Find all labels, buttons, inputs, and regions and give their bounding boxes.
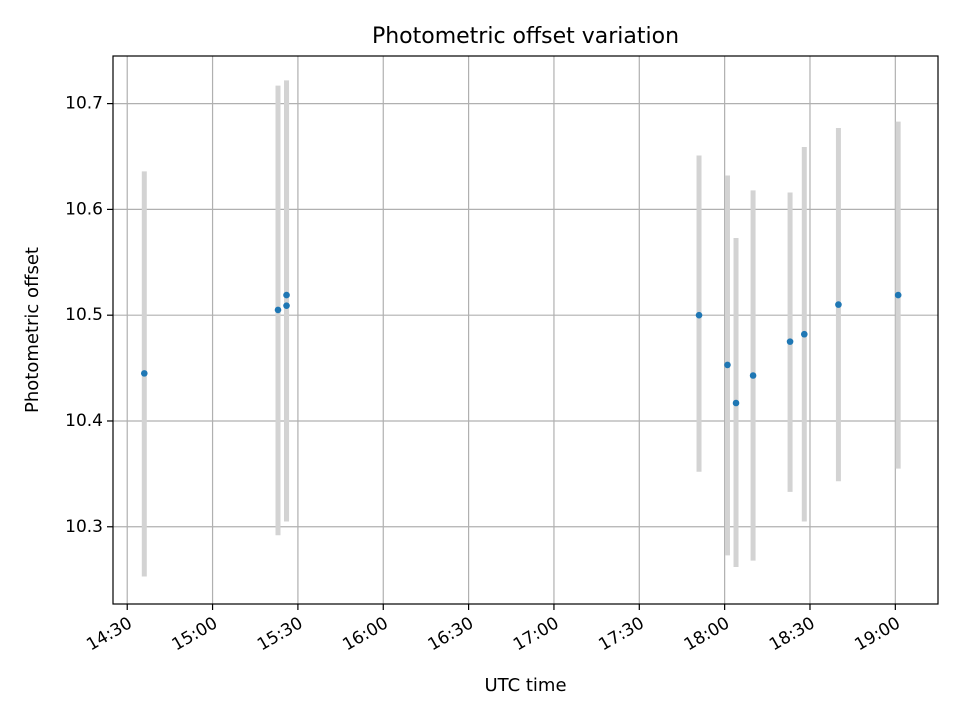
data-point (140, 370, 148, 377)
data-point (800, 330, 808, 338)
data-point (786, 338, 794, 345)
chart-title: Photometric offset variation (372, 24, 679, 49)
x-tick-label: 16:00 (339, 613, 391, 655)
plot-frame (112, 55, 939, 605)
grid (113, 56, 938, 604)
y-tick-label: 10.6 (65, 199, 103, 219)
data-point (732, 399, 740, 407)
x-tick-label: 18:00 (681, 613, 733, 655)
x-axis-label: UTC time (484, 675, 566, 696)
data-point (274, 306, 282, 314)
x-tick-label: 17:30 (595, 613, 647, 655)
data-point (283, 291, 290, 299)
error-bars (141, 80, 901, 577)
data-point (724, 361, 731, 369)
x-tick-label: 16:30 (425, 613, 477, 655)
data-point (695, 311, 703, 319)
y-tick-label: 10.5 (65, 305, 103, 325)
data-point (283, 302, 290, 309)
y-tick-label: 10.3 (65, 517, 103, 537)
x-tick-label: 17:00 (510, 613, 562, 655)
y-axis-label: Photometric offset (22, 247, 43, 413)
data-point (835, 301, 842, 308)
data-points (140, 291, 902, 407)
axis-ticks: 14:30 15:00 15:30 16:00 16:30 17:00 17:30 18:00… (65, 94, 904, 656)
y-tick-label: 10.7 (65, 94, 103, 114)
data-point (894, 291, 902, 299)
x-tick-label: 18:30 (766, 613, 818, 655)
x-tick-label: 15:00 (169, 613, 221, 655)
y-tick-label: 10.4 (65, 411, 103, 431)
data-point (749, 372, 757, 379)
x-tick-label: 15:30 (254, 613, 306, 655)
x-tick-label: 19:00 (851, 613, 903, 655)
x-tick-label: 14:30 (83, 613, 135, 655)
